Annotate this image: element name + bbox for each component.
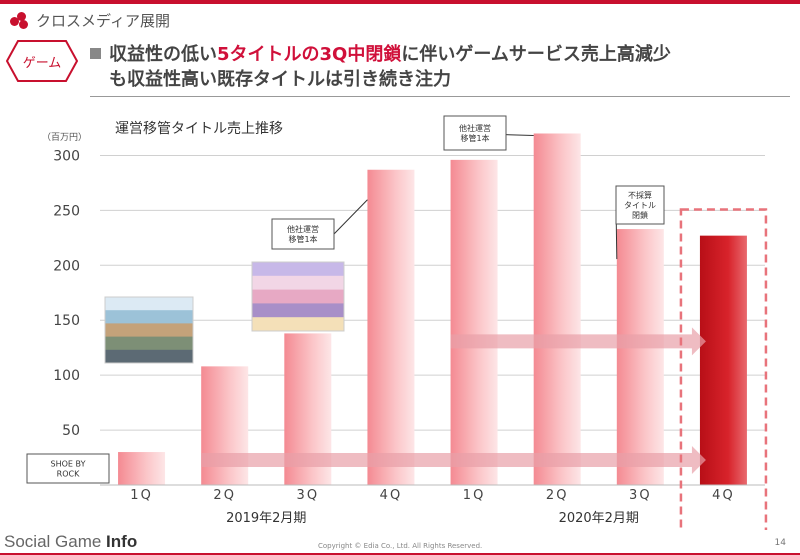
x-tick-label: 3Q (629, 488, 652, 503)
game-screenshot-image (251, 261, 345, 332)
chart-title: 運営移管タイトル売上推移 (115, 121, 283, 137)
annotation-text: 不採算 (628, 190, 652, 200)
bullet-square-icon (90, 48, 101, 59)
annotation-text: 移管1本 (460, 133, 489, 143)
image-frame (251, 261, 345, 332)
y-tick-label: 300 (53, 148, 80, 164)
annotation-box (271, 218, 335, 250)
x-tick-label: 2Q (213, 488, 236, 503)
game-screenshot-image (104, 296, 194, 364)
bar (118, 452, 166, 485)
x-tick-label: 1Q (130, 488, 153, 503)
x-tick-label: 1Q (463, 488, 486, 503)
brand-dots-icon (10, 11, 30, 30)
annotation-box (615, 185, 665, 225)
bar (533, 133, 581, 485)
x-tick-label: 4Q (712, 488, 735, 503)
sales-chart: 運営移管タイトル売上推移 （百万円） 50 100 150 200 250 300 1Q 2Q 3Q… (26, 115, 768, 530)
headline-rule (90, 96, 790, 97)
highlight-box (679, 208, 768, 530)
image-band (105, 349, 193, 364)
image-band (105, 323, 193, 338)
annotation-text: 閉鎖 (632, 210, 648, 220)
trend-arrow (201, 446, 706, 475)
bar (201, 366, 249, 485)
annotation-text: 他社運営 (287, 224, 319, 234)
y-tick-label: 250 (53, 203, 80, 219)
annotation-text: タイトル (624, 201, 656, 210)
image-band (105, 297, 193, 311)
x-tick-label: 3Q (297, 488, 320, 503)
image-band (252, 303, 344, 318)
headline: 収益性の低い5タイトルの3Q中閉鎖に伴いゲームサービス売上高減少 も収益性高い既… (90, 42, 790, 92)
y-tick-label: 150 (53, 313, 80, 329)
image-band (105, 310, 193, 324)
annotation-box (26, 453, 110, 484)
bar (367, 169, 415, 486)
bar (450, 159, 498, 485)
annotation-text: SHOE BY (51, 460, 86, 469)
headline-pre: 収益性の低い (109, 44, 217, 65)
x-tick-label: 4Q (380, 488, 403, 503)
year-group-label: 2020年2月期 (559, 511, 639, 526)
annotation-text: 移管1本 (288, 234, 317, 244)
category-tag: ゲーム (5, 40, 79, 82)
year-group-label: 2019年2月期 (226, 511, 306, 526)
top-accent-line (0, 0, 800, 4)
category-tag-label: ゲーム (22, 55, 62, 71)
bar (616, 229, 664, 485)
section-title: クロスメディア展開 (36, 12, 170, 30)
image-frame (104, 296, 194, 364)
headline-post: に伴いゲームサービス売上高減少 (401, 44, 671, 65)
site-logo: Social Game Info (4, 532, 137, 552)
logo-text: Social Game (4, 532, 107, 551)
annotation-box (443, 115, 507, 151)
image-band (105, 336, 193, 351)
x-tick-label: 2Q (546, 488, 569, 503)
bottom-accent-line (0, 553, 800, 555)
y-tick-label: 200 (53, 258, 80, 274)
annotation-leader (333, 199, 368, 235)
copyright: Copyright © Edia Co., Ltd. All Rights Re… (318, 542, 483, 550)
y-axis-unit: （百万円） (42, 132, 87, 143)
hexagon-icon (5, 40, 79, 82)
annotation-text: 他社運営 (459, 123, 491, 133)
image-band (252, 262, 344, 277)
bar (699, 235, 747, 485)
y-tick-label: 100 (53, 368, 80, 384)
section-header: クロスメディア展開 (10, 10, 170, 31)
headline-line2: も収益性高い既存タイトルは引き続き注力 (109, 69, 451, 90)
trend-arrow (450, 327, 706, 356)
image-band (252, 275, 344, 291)
y-tick-label: 50 (62, 423, 80, 439)
image-band (252, 317, 344, 332)
image-band (252, 289, 344, 304)
logo-bold-text: Info (106, 532, 138, 551)
page-number: 14 (774, 538, 786, 548)
annotation-text: ROCK (57, 470, 80, 479)
headline-accent: 5タイトルの3Q中閉鎖 (217, 44, 402, 65)
